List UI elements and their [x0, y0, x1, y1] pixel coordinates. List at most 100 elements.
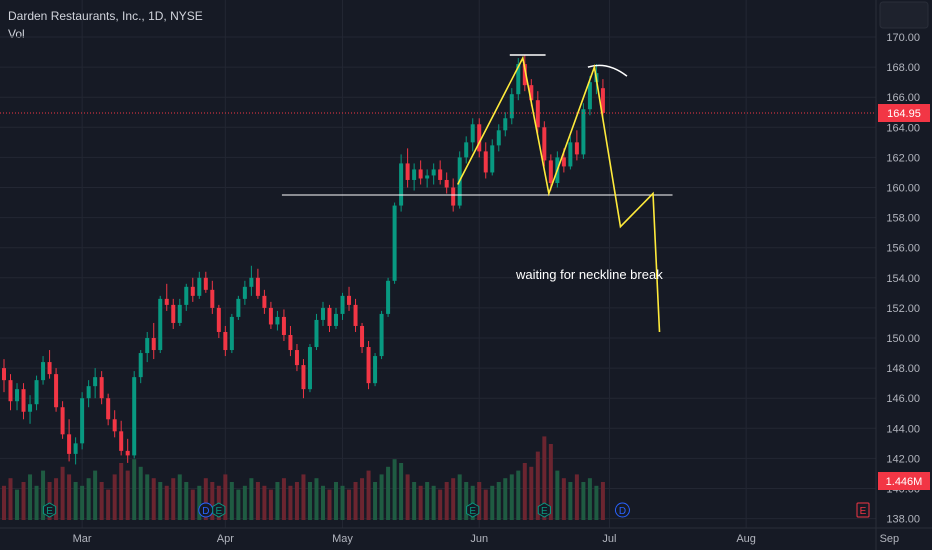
candle-body: [516, 64, 521, 95]
volume-bar: [464, 482, 469, 520]
candle-body: [587, 82, 592, 110]
candle-body: [535, 100, 540, 128]
event-shape: [466, 502, 480, 518]
time-tick-label: Aug: [736, 533, 756, 545]
projection-path: [456, 55, 661, 333]
event-letter: E: [860, 506, 867, 517]
candle-body: [99, 377, 104, 399]
volume-bar: [405, 474, 410, 520]
candle-body: [138, 353, 143, 378]
candle-body: [2, 368, 6, 381]
volume-bar: [360, 478, 365, 520]
candle-body: [405, 163, 410, 180]
earnings-marker[interactable]: E: [212, 502, 226, 518]
candle-body: [60, 407, 65, 435]
volume-bar: [164, 485, 169, 520]
volume-bar: [99, 482, 104, 520]
volume-bar: [373, 482, 378, 520]
candle-body: [561, 157, 566, 167]
time-tick-label: Jul: [602, 533, 616, 545]
axis-scroll-handle: [879, 1, 929, 29]
candle-body: [125, 450, 130, 456]
volume-bar: [236, 489, 241, 520]
volume-bar: [294, 482, 299, 520]
volume-bar: [93, 470, 98, 520]
candle-body: [568, 142, 573, 167]
volume-bar: [568, 482, 573, 520]
candle-body: [451, 187, 456, 206]
earnings-marker[interactable]: E: [42, 502, 57, 518]
time-tick-label: May: [332, 533, 353, 545]
candle-body: [496, 130, 501, 146]
dividend-marker[interactable]: D: [198, 502, 214, 518]
candle-body: [255, 277, 260, 296]
earnings-marker[interactable]: E: [537, 502, 551, 518]
earnings-marker[interactable]: E: [856, 502, 870, 518]
annotation-note: waiting for neckline break: [515, 267, 663, 282]
candle-body: [73, 443, 78, 454]
candle-body: [418, 169, 423, 179]
volume-bar: [555, 470, 560, 520]
candle-body: [216, 307, 221, 332]
volume-bar: [386, 466, 391, 520]
candle-body: [548, 160, 553, 183]
volume-bar: [171, 478, 176, 520]
candle-body: [522, 64, 527, 86]
price-tick-label: 168.00: [886, 62, 920, 74]
last-volume-label: 1.446M: [886, 476, 923, 488]
candle-body: [314, 319, 319, 348]
volume-bar: [132, 459, 137, 520]
volume-bar: [268, 489, 273, 520]
candle-body: [145, 338, 150, 354]
volume-bar: [60, 466, 65, 520]
candle-body: [477, 124, 482, 152]
volume-bar: [444, 482, 449, 520]
volume-bar: [281, 478, 286, 520]
candle-body: [80, 398, 85, 444]
candle-body: [210, 289, 215, 308]
candle-body: [366, 347, 371, 384]
drawings: waiting for neckline break: [0, 54, 876, 333]
earnings-marker[interactable]: E: [466, 502, 480, 518]
candle-body: [542, 127, 547, 161]
volume-bar: [67, 474, 72, 520]
last-price-label: 164.95: [887, 108, 921, 120]
price-tick-label: 144.00: [886, 423, 920, 435]
candle-body: [275, 316, 280, 325]
candle-body: [470, 124, 475, 143]
volume-bar: [210, 482, 215, 520]
volume-bar: [327, 489, 332, 520]
volume-bar: [392, 459, 397, 520]
candle-body: [425, 175, 430, 179]
volume-bar: [275, 482, 280, 520]
price-tick-label: 170.00: [886, 32, 920, 44]
candle-body: [203, 277, 208, 290]
volume-bar: [73, 482, 78, 520]
volume-bar: [177, 474, 182, 520]
candle-body: [21, 389, 26, 412]
candle-body: [15, 389, 20, 402]
candle-body: [529, 85, 534, 101]
volume-bar: [8, 478, 13, 520]
event-letter: E: [541, 506, 548, 517]
event-letter: E: [469, 506, 476, 517]
time-tick-label: Mar: [73, 533, 92, 545]
volume-bar: [425, 482, 430, 520]
candle-body: [93, 377, 98, 387]
price-tick-label: 142.00: [886, 453, 920, 465]
candle-body: [223, 331, 228, 351]
dividend-marker[interactable]: D: [614, 502, 630, 518]
volume-bar: [399, 463, 404, 520]
event-shape: [42, 502, 57, 518]
candle-body: [242, 286, 247, 299]
volume-bars: [2, 436, 605, 520]
volume-bar: [503, 478, 508, 520]
candle-body: [28, 404, 33, 412]
candle-body: [431, 169, 436, 176]
candle-body: [86, 386, 91, 399]
volume-bar: [548, 444, 553, 520]
volume-bar: [581, 482, 586, 520]
